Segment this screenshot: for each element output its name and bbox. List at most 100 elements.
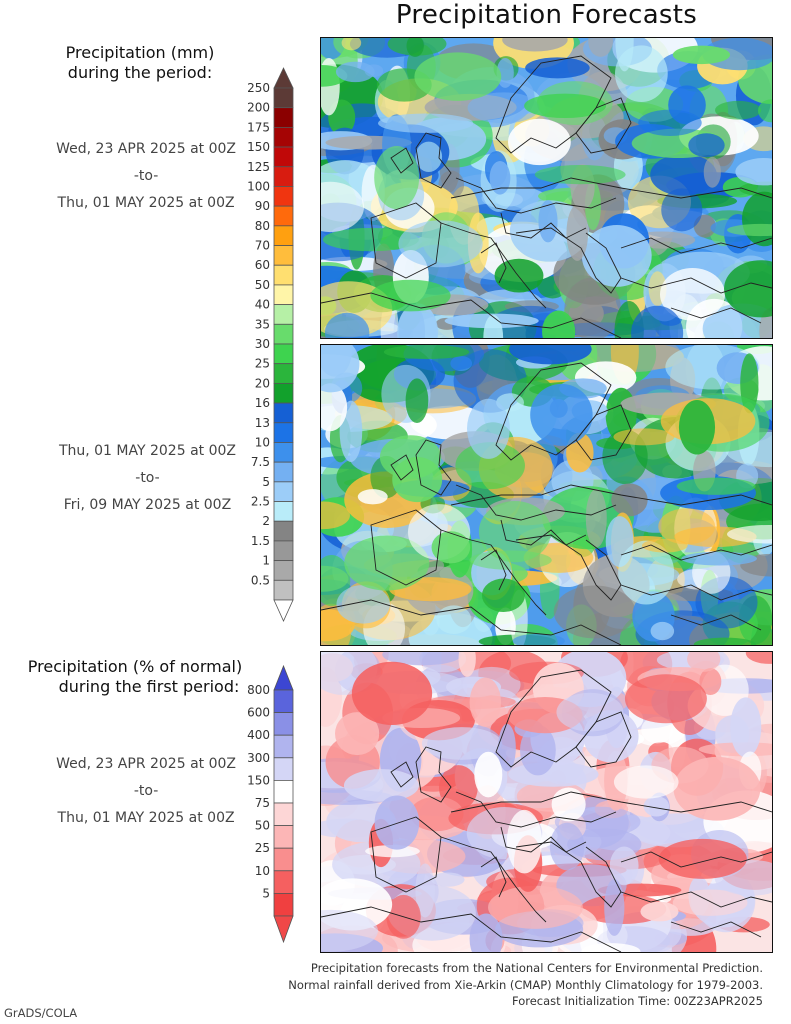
mm-colorbar-tick-label: 60 [255,258,270,272]
pct-legend-heading: Precipitation (% of normal) during the f… [4,657,266,697]
page-title: Precipitation Forecasts [395,0,698,30]
pct-colorbar-tick-label: 75 [255,796,270,810]
border-line [370,816,442,893]
pct-colorbar-tick-label: 150 [247,773,270,787]
footer-notes: Precipitation forecasts from the Nationa… [288,960,763,1010]
field-blob [436,605,472,635]
border-line [440,836,547,923]
field-blob [469,677,502,727]
grads-credit: GrADS/COLA [4,1006,78,1020]
precip-map-period2-image [321,345,772,645]
border-line [515,534,622,601]
field-blob [549,822,585,871]
mm-colorbar-tick-label: 100 [247,179,270,193]
border-line [415,746,452,803]
field-blob [481,578,525,612]
pct-colorbar-band [273,870,294,894]
field-blob [520,724,556,776]
field-blob [676,477,756,495]
mm-colorbar-tick-label: 30 [255,337,270,351]
field-blob [343,769,419,802]
field-blob [321,909,378,952]
mm-colorbar-tick-label: 25 [255,357,270,371]
mm-colorbar-tick-label: 50 [255,278,270,292]
field-blob [365,845,420,858]
period1-sep: -to- [133,168,159,184]
pct-colorbar-tick-label: 50 [255,819,270,833]
precip-map-period2 [320,344,773,646]
field-blob [324,312,370,338]
field-blob [672,889,748,916]
field-blob [321,501,350,530]
border-line [440,529,547,616]
border-line [370,202,442,279]
field-blob [615,38,634,72]
mm-colorbar-tick-label: 2 [262,514,270,528]
mm-colorbar-tick-label: 250 [247,81,270,95]
precip-field [321,38,772,338]
border-line [515,841,622,908]
field-blob [703,156,721,188]
field-blob [506,809,542,874]
field-blob [322,227,419,252]
border-line [620,891,772,908]
field-blob [643,796,670,817]
mm-colorbar: 2502001751501251009080706050403530252016… [247,67,294,622]
field-blob [494,258,544,293]
pct-colorbar-band [273,825,294,849]
field-blob [661,188,703,232]
field-blob [673,756,761,821]
field-blob [406,38,424,57]
field-blob [467,92,540,124]
field-blob [534,165,626,185]
mm-colorbar-arrow-bottom [273,599,294,622]
border-line [321,599,622,645]
pct-colorbar-tick-label: 800 [247,683,270,697]
footer-line2: Normal rainfall derived from Xie-Arkin (… [288,977,763,992]
field-blob [566,204,589,261]
field-blob [524,93,607,119]
percent-normal-map [320,651,773,953]
mm-colorbar-tick-label: 13 [255,416,270,430]
border-line [415,132,452,189]
field-blob [564,277,621,338]
mm-colorbar-tick-label: 70 [255,239,270,253]
field-blob [431,872,465,887]
border-line [450,177,772,199]
border-line [390,454,414,481]
field-blob [658,508,716,545]
mm-colorbar-tick-label: 35 [255,317,270,331]
pct-colorbar-tick-label: 600 [247,706,270,720]
field-blob [581,225,652,287]
field-blob [379,435,442,479]
field-blob [474,751,503,798]
field-blob [415,863,435,918]
field-blob [727,223,772,237]
field-blob [335,712,380,756]
period2-start: Thu, 01 MAY 2025 at 00Z [58,443,236,459]
border-line [390,147,414,174]
percent-normal-map-image [321,652,772,952]
field-blob [727,524,772,544]
field-blob [530,383,593,446]
footer-line3: Forecast Initialization Time: 00Z23APR20… [512,994,763,1008]
border-line [620,584,772,601]
field-blob [631,305,684,338]
field-blob [321,345,360,393]
field-blob [351,661,433,725]
pct-legend-heading-line2: during the first period: [58,677,240,696]
field-blob [693,637,757,645]
border-line [515,227,622,294]
field-blob [702,38,772,71]
border-line [670,307,762,324]
field-blob [374,795,420,850]
border-line [620,277,772,294]
field-blob [509,345,592,365]
field-blob [335,61,375,83]
mm-colorbar-tick-label: 16 [255,396,270,410]
mm-colorbar-tick-label: 150 [247,140,270,154]
pct-colorbar-band [273,847,294,872]
field-blob [357,489,388,505]
field-blob [650,153,717,196]
field-blob [370,279,451,312]
